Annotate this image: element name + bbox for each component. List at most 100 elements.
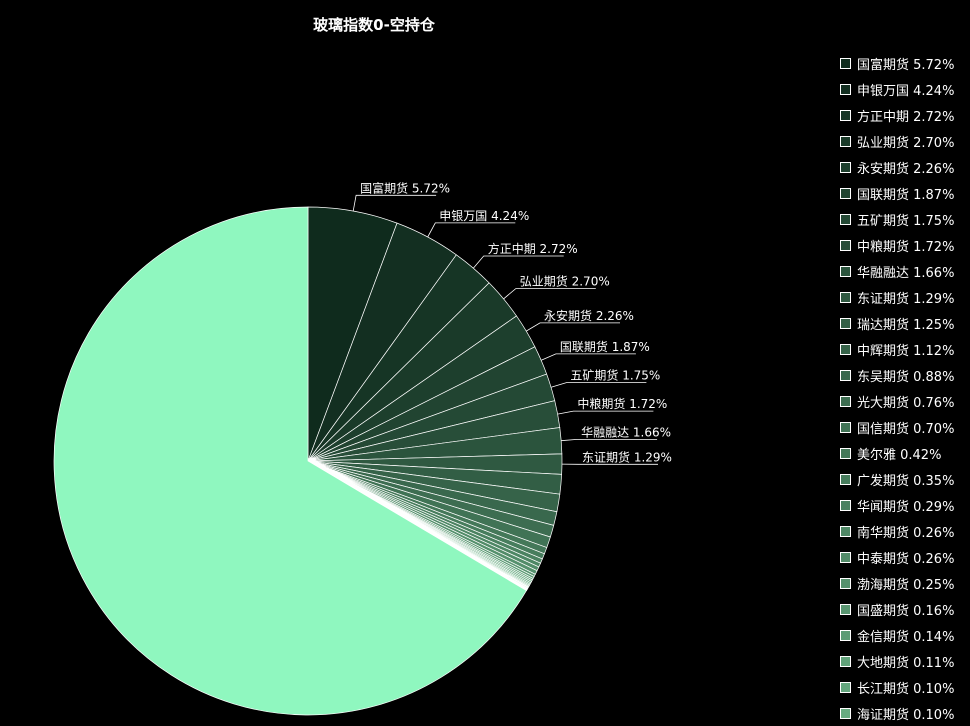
legend-item[interactable]: 永安期货 2.26% — [840, 154, 968, 180]
legend-swatch — [840, 369, 851, 381]
legend-item[interactable]: 中泰期货 0.26% — [840, 544, 968, 570]
legend-label: 瑞达期货 1.25% — [857, 317, 955, 333]
slice-data-label: 永安期货 2.26% — [544, 308, 634, 323]
legend-label: 华闻期货 0.29% — [857, 499, 955, 515]
legend-swatch — [840, 707, 851, 719]
legend-item[interactable]: 广发期货 0.35% — [840, 466, 968, 492]
slice-data-label: 弘业期货 2.70% — [520, 274, 610, 289]
legend-label: 长江期货 0.10% — [857, 681, 955, 697]
label-leader-line — [472, 255, 564, 269]
legend-swatch — [840, 577, 851, 589]
legend-label: 东证期货 1.29% — [857, 291, 955, 307]
legend-label: 广发期货 0.35% — [857, 473, 955, 489]
legend-item[interactable]: 光大期货 0.76% — [840, 388, 968, 414]
legend-item[interactable]: 渤海期货 0.25% — [840, 570, 968, 596]
legend-swatch — [840, 187, 851, 199]
legend-label: 美尔雅 0.42% — [857, 447, 942, 463]
label-leader-line — [427, 222, 516, 238]
legend-item[interactable]: 申银万国 4.24% — [840, 76, 968, 102]
legend-label: 中辉期货 1.12% — [857, 343, 955, 359]
label-leader-line — [541, 353, 636, 361]
legend-swatch — [840, 551, 851, 563]
legend-item[interactable]: 国信期货 0.70% — [840, 414, 968, 440]
legend-label: 国盛期货 0.16% — [857, 603, 955, 619]
legend-item[interactable]: 华闻期货 0.29% — [840, 492, 968, 518]
legend-swatch — [840, 447, 851, 459]
legend-swatch — [840, 317, 851, 329]
legend-swatch — [840, 239, 851, 251]
label-leader-line — [557, 410, 654, 415]
legend-item[interactable]: 国联期货 1.87% — [840, 180, 968, 206]
legend-swatch — [840, 525, 851, 537]
legend-item[interactable]: 东吴期货 0.88% — [840, 362, 968, 388]
legend-swatch — [840, 681, 851, 693]
legend-item[interactable]: 国盛期货 0.16% — [840, 596, 968, 622]
legend-label: 渤海期货 0.25% — [857, 577, 955, 593]
legend-item[interactable]: 大地期货 0.11% — [840, 648, 968, 674]
pie-slices — [53, 206, 563, 716]
legend-swatch — [840, 109, 851, 121]
slice-data-label: 五矿期货 1.75% — [570, 368, 660, 383]
legend-label: 光大期货 0.76% — [857, 395, 955, 411]
legend-item[interactable]: 中粮期货 1.72% — [840, 232, 968, 258]
legend-item[interactable]: 弘业期货 2.70% — [840, 128, 968, 154]
legend-swatch — [840, 603, 851, 615]
legend-item[interactable]: 美尔雅 0.42% — [840, 440, 968, 466]
legend-swatch — [840, 291, 851, 303]
legend-label: 国富期货 5.72% — [857, 57, 955, 73]
legend-item[interactable]: 南华期货 0.26% — [840, 518, 968, 544]
legend-label: 华融融达 1.66% — [857, 265, 955, 281]
legend-label: 弘业期货 2.70% — [857, 135, 955, 151]
legend-swatch — [840, 421, 851, 433]
legend-item[interactable]: 东证期货 1.29% — [840, 284, 968, 310]
legend-label: 国联期货 1.87% — [857, 187, 955, 203]
legend-label: 五矿期货 1.75% — [857, 213, 955, 229]
legend-swatch — [840, 265, 851, 277]
legend-item[interactable]: 五矿期货 1.75% — [840, 206, 968, 232]
legend-swatch — [840, 343, 851, 355]
legend-swatch — [840, 629, 851, 641]
legend-item[interactable]: 长江期货 0.10% — [840, 674, 968, 700]
legend-label: 申银万国 4.24% — [857, 83, 955, 99]
legend-item[interactable]: 华融融达 1.66% — [840, 258, 968, 284]
legend-label: 大地期货 0.11% — [857, 655, 955, 671]
pie-labels: 国富期货 5.72% 申银万国 4.24% 方正中期 2.72% 弘业期货 2.70%… — [352, 180, 672, 465]
legend-swatch — [840, 83, 851, 95]
slice-data-label: 东证期货 1.29% — [582, 449, 672, 464]
legend-swatch — [840, 161, 851, 173]
slice-data-label: 国富期货 5.72% — [360, 180, 450, 195]
label-leader-line — [550, 382, 647, 388]
legend-item[interactable]: 国富期货 5.72% — [840, 50, 968, 76]
label-leader-line — [525, 322, 620, 332]
legend-swatch — [840, 213, 851, 225]
legend-item[interactable]: 海证期货 0.10% — [840, 700, 968, 726]
legend-label: 永安期货 2.26% — [857, 161, 955, 177]
pie-slice[interactable] — [53, 206, 527, 716]
slice-data-label: 申银万国 4.24% — [439, 209, 529, 223]
legend-label: 东吴期货 0.88% — [857, 369, 955, 385]
slice-data-label: 华融融达 1.66% — [581, 425, 671, 439]
legend-item[interactable]: 金信期货 0.14% — [840, 622, 968, 648]
legend-item[interactable]: 中辉期货 1.12% — [840, 336, 968, 362]
legend-label: 方正中期 2.72% — [857, 109, 955, 125]
legend-item[interactable]: 瑞达期货 1.25% — [840, 310, 968, 336]
slice-data-label: 国联期货 1.87% — [560, 339, 650, 354]
legend-item[interactable]: 方正中期 2.72% — [840, 102, 968, 128]
label-leader-line — [352, 194, 437, 212]
legend-label: 中粮期货 1.72% — [857, 239, 955, 255]
slice-data-label: 方正中期 2.72% — [488, 241, 578, 256]
legend-swatch — [840, 473, 851, 485]
legend-swatch — [840, 655, 851, 667]
legend-swatch — [840, 395, 851, 407]
legend-label: 中泰期货 0.26% — [857, 551, 955, 567]
chart-title: 玻璃指数0-空持仓 — [313, 16, 436, 34]
legend-label: 金信期货 0.14% — [857, 629, 955, 645]
legend-swatch — [840, 57, 851, 69]
legend-swatch — [840, 499, 851, 511]
legend-swatch — [840, 135, 851, 147]
legend-label: 海证期货 0.10% — [857, 707, 955, 723]
slice-data-label: 中粮期货 1.72% — [577, 396, 667, 411]
legend-label: 国信期货 0.70% — [857, 421, 955, 437]
legend-label: 南华期货 0.26% — [857, 525, 955, 541]
label-leader-line — [561, 438, 658, 442]
